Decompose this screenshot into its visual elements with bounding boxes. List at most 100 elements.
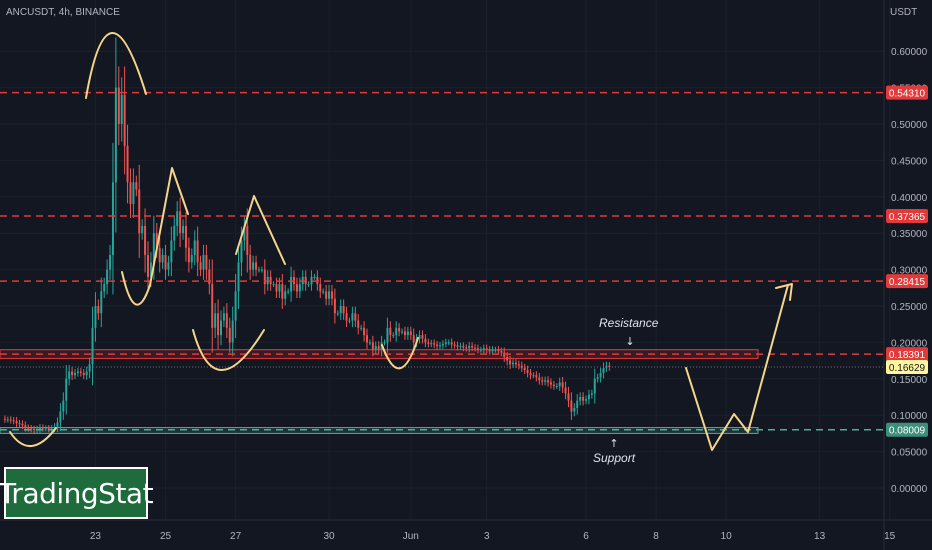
candle-body bbox=[44, 428, 47, 430]
candle-body bbox=[386, 327, 389, 343]
candle-body bbox=[3, 418, 6, 420]
candle-body bbox=[62, 400, 65, 412]
support-label: Support bbox=[593, 451, 636, 465]
candle-body bbox=[497, 349, 500, 352]
candle-body bbox=[97, 306, 100, 314]
price-tick-label: 0.05000 bbox=[891, 448, 928, 459]
candle-body bbox=[339, 306, 342, 314]
candle-body bbox=[225, 313, 228, 328]
candle-body bbox=[71, 371, 74, 376]
candle-body bbox=[406, 331, 409, 336]
candle-body bbox=[374, 346, 377, 350]
candle-body bbox=[237, 262, 240, 292]
candle-body bbox=[287, 291, 290, 293]
candle-body bbox=[74, 372, 76, 376]
candle-body bbox=[164, 255, 167, 270]
candle-body bbox=[94, 306, 97, 328]
current-price-tag-label: 0.16629 bbox=[889, 363, 926, 374]
candle-body bbox=[249, 255, 252, 270]
candle-body bbox=[59, 411, 62, 423]
candle-body bbox=[377, 346, 380, 350]
resistance-price-tag bbox=[886, 274, 928, 289]
candle-body bbox=[15, 421, 18, 424]
candle-body bbox=[409, 331, 412, 336]
candle-body bbox=[500, 351, 503, 353]
support-price-tag bbox=[886, 422, 928, 437]
candle-body bbox=[196, 240, 199, 263]
candle-body bbox=[459, 346, 462, 348]
candle-body bbox=[255, 262, 258, 270]
candle-body bbox=[433, 343, 436, 345]
candle-body bbox=[602, 367, 605, 373]
candle-body bbox=[24, 425, 27, 428]
candle-body bbox=[135, 182, 138, 190]
candle-body bbox=[401, 331, 404, 333]
candle-body bbox=[547, 380, 550, 383]
candle-body bbox=[91, 327, 94, 365]
price-tags: 0.54310 0.37365 0.28415 0.18391 0.08009 0.166… bbox=[886, 85, 928, 437]
price-tick-label: 0.45000 bbox=[891, 156, 928, 167]
sketch-third-peak bbox=[192, 329, 265, 371]
candle-body bbox=[418, 335, 421, 339]
candle-body bbox=[342, 306, 345, 314]
resistance-price-tag bbox=[886, 347, 928, 362]
candle-body bbox=[38, 427, 41, 430]
candle-body bbox=[488, 349, 491, 352]
sketch-curve-support-bounce bbox=[9, 427, 57, 448]
candle-body bbox=[234, 291, 237, 321]
candle-body bbox=[76, 371, 79, 373]
candle-body bbox=[585, 399, 587, 401]
candle-body bbox=[263, 269, 266, 285]
time-tick-label: 13 bbox=[814, 531, 826, 542]
candle-body bbox=[307, 284, 310, 286]
candle-body bbox=[272, 284, 275, 286]
candle-body bbox=[147, 255, 149, 277]
candle-body bbox=[161, 255, 164, 263]
candle-body bbox=[109, 255, 112, 270]
candle-body bbox=[371, 342, 374, 350]
candle-body bbox=[173, 225, 176, 241]
candle-body bbox=[544, 380, 547, 382]
price-tick-label: 0.20000 bbox=[891, 338, 928, 349]
candle-body bbox=[141, 225, 144, 234]
candle-body bbox=[53, 426, 56, 429]
candle-body bbox=[366, 335, 368, 343]
candle-body bbox=[199, 262, 202, 270]
candle-body bbox=[412, 335, 415, 343]
candle-body bbox=[284, 291, 287, 299]
candle-body bbox=[155, 233, 158, 248]
candle-body bbox=[138, 189, 141, 234]
candle-body bbox=[79, 371, 82, 373]
support-arrow-icon: ↑ bbox=[609, 437, 618, 450]
candle-body bbox=[144, 225, 147, 256]
candle-body bbox=[322, 291, 325, 293]
candle-body bbox=[333, 298, 336, 314]
candle-body bbox=[398, 327, 401, 332]
price-tag-label: 0.08009 bbox=[889, 426, 926, 437]
candle-body bbox=[363, 327, 366, 336]
candle-body bbox=[65, 378, 68, 401]
candle-body bbox=[590, 393, 593, 395]
candle-body bbox=[348, 320, 351, 322]
hand-drawn-annotations bbox=[9, 32, 793, 451]
candle-body bbox=[190, 255, 193, 263]
candle-body bbox=[532, 375, 535, 377]
time-axis[interactable]: 23 25 27 30 Jun 3 6 8 10 13 15 bbox=[90, 531, 896, 542]
candle-body bbox=[132, 182, 135, 205]
candle-body bbox=[120, 94, 123, 124]
candle-body bbox=[509, 360, 512, 365]
candle-body bbox=[474, 347, 477, 349]
candle-body bbox=[436, 344, 439, 347]
candle-body bbox=[392, 335, 395, 337]
price-tag-label: 0.54310 bbox=[889, 89, 926, 100]
resistance-price-tag bbox=[886, 208, 928, 223]
candle-body bbox=[243, 225, 246, 241]
candle-body bbox=[114, 87, 117, 183]
candle-body bbox=[506, 356, 509, 361]
price-tick-label: 0.00000 bbox=[891, 484, 928, 495]
current-price-tag bbox=[886, 359, 928, 374]
sketch-second-peak bbox=[121, 167, 189, 306]
candle-body bbox=[231, 320, 234, 343]
candle-body bbox=[211, 284, 214, 328]
